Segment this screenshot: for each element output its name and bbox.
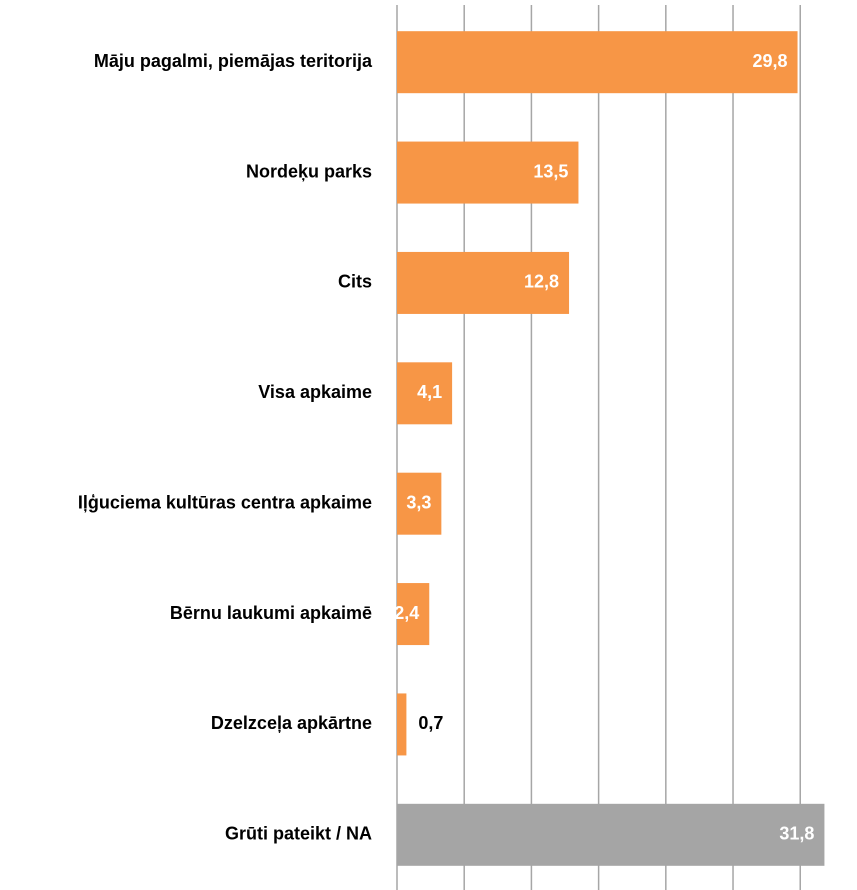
bar [397,251,570,314]
y-tick-label: Māju pagalmi, piemājas teritorija [94,51,373,71]
data-label: 31,8 [779,824,814,844]
bar [397,141,579,204]
data-label: 2,4 [394,603,419,623]
y-tick-label: Cits [338,272,372,292]
data-label: 0,7 [418,713,443,733]
bar [397,693,407,756]
bar [397,31,798,94]
data-label: 13,5 [533,161,568,181]
data-label: 29,8 [753,51,788,71]
y-tick-label: Nordeķu parks [246,161,372,181]
y-tick-label: Visa apkaime [258,382,372,402]
bar [397,803,825,866]
y-tick-label: Bērnu laukumi apkaimē [170,603,372,623]
y-tick-label: Grūti pateikt / NA [225,824,372,844]
y-tick-label: Iļģuciema kultūras centra apkaime [78,492,372,512]
bar [397,362,453,425]
y-tick-label: Dzelzceļa apkārtne [211,713,372,733]
bar [397,472,442,535]
data-label: 3,3 [406,492,431,512]
data-label: 4,1 [417,382,442,402]
data-label: 12,8 [524,272,559,292]
bar [397,583,430,646]
